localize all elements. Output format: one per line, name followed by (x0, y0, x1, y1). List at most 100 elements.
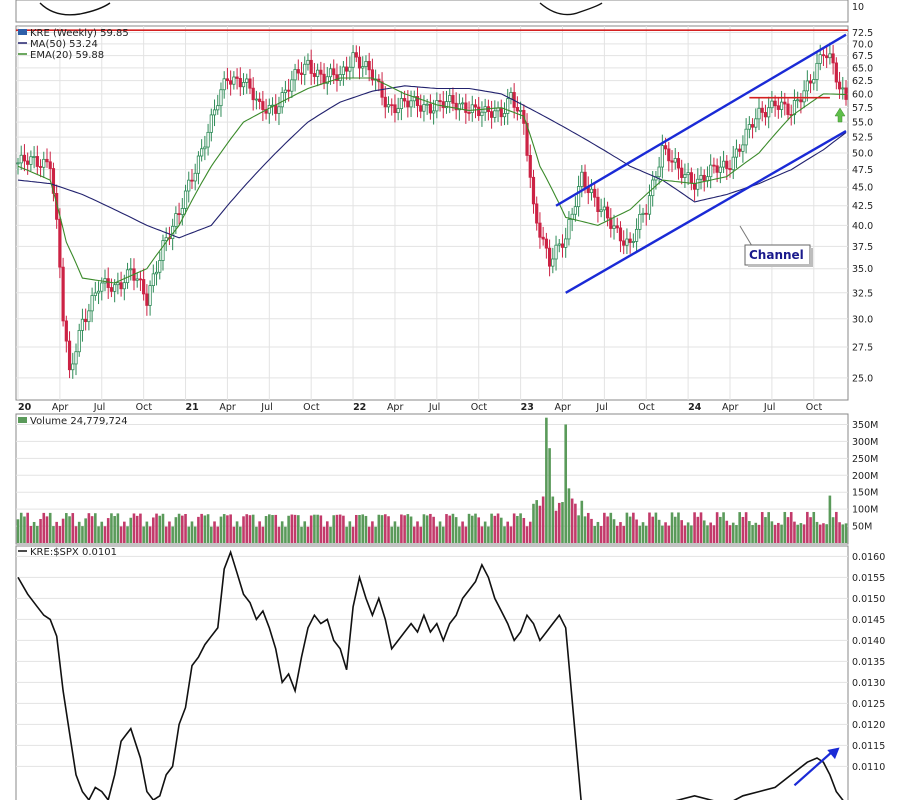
volume-bar (158, 515, 162, 543)
price-bar (22, 144, 27, 172)
price-bar-body (528, 155, 532, 178)
volume-bar (744, 512, 748, 543)
volume-bar (564, 424, 568, 543)
price-bar (680, 159, 684, 185)
price-bar-body (100, 282, 104, 292)
price-bar-body (541, 236, 545, 240)
volume-bar (396, 526, 400, 543)
price-bar-body (825, 55, 829, 59)
volume-bar (702, 520, 706, 543)
ratio-y-tick: 0.0115 (852, 741, 885, 752)
volume-bar (271, 515, 274, 543)
volume-bar (309, 515, 313, 543)
volume-bar (68, 516, 71, 543)
price-bar (293, 63, 297, 92)
volume-bar (831, 517, 835, 543)
price-bar (502, 102, 507, 126)
top-indicator-panel: 10 (15, 0, 864, 23)
volume-bar (625, 512, 629, 543)
volume-bar (815, 521, 819, 543)
price-bar (506, 88, 510, 125)
volume-bar (255, 526, 258, 543)
price-bar-body (744, 128, 748, 146)
volume-bar (171, 526, 174, 543)
price-bar-body (599, 209, 603, 213)
volume-bar (757, 524, 761, 543)
price-bar-body (580, 171, 584, 187)
price-bar (738, 144, 742, 157)
price-bar (776, 96, 780, 119)
price-bar-body (393, 104, 397, 114)
price-ohlc-bars (16, 42, 848, 379)
volume-bar (751, 525, 754, 543)
price-bar (196, 151, 201, 185)
price-bar (615, 217, 619, 234)
volume-bar (264, 516, 268, 543)
volume-bar (509, 526, 513, 543)
price-bar (290, 70, 294, 99)
price-bar (306, 53, 310, 71)
price-bar-body (390, 104, 394, 107)
price-bar-body (261, 101, 265, 110)
volume-bar (635, 519, 638, 543)
price-bar-body (200, 148, 204, 157)
volume-y-axis: 350M 300M 250M 200M 150M 100M 50M (852, 420, 878, 533)
price-bar-body (64, 320, 68, 342)
price-bar (225, 67, 230, 90)
price-bar-body (457, 103, 461, 111)
volume-bar (438, 521, 442, 543)
volume-bar (345, 526, 348, 543)
volume-bar (258, 521, 261, 543)
price-bar (148, 280, 152, 316)
volume-bar (74, 526, 78, 543)
price-bar-body (399, 98, 403, 109)
price-bar-body (354, 52, 358, 58)
ema20-line (17, 77, 847, 284)
price-bar-body (821, 54, 826, 57)
volume-bar (358, 514, 361, 543)
volume-bar (380, 515, 384, 543)
price-y-tick: 37.5 (852, 242, 873, 253)
price-bar (686, 162, 690, 185)
volume-bar (806, 511, 809, 543)
price-bar (844, 80, 848, 106)
price-bar-body (792, 100, 797, 116)
price-bar-body (464, 102, 468, 113)
volume-bar (760, 512, 764, 543)
price-bar (767, 96, 771, 129)
price-bar (35, 145, 39, 174)
price-bar (564, 227, 568, 258)
volume-bar (19, 512, 23, 543)
price-bar-body (357, 56, 362, 69)
volume-bar (670, 512, 674, 543)
price-bar-body (454, 102, 458, 111)
volume-bar (661, 525, 664, 543)
volume-bar (55, 521, 58, 543)
price-bar-body (48, 161, 52, 169)
price-bar-body (267, 105, 271, 114)
price-bar (644, 204, 648, 226)
price-bar (428, 94, 432, 120)
price-bar (386, 96, 391, 113)
price-bar (802, 80, 806, 109)
price-bar-body (538, 222, 542, 238)
price-bar (351, 45, 355, 79)
price-bar-body (96, 290, 101, 294)
price-bar (361, 56, 365, 78)
price-bar-body (103, 278, 107, 284)
volume-bar (799, 523, 803, 543)
volume-bar (835, 511, 838, 543)
volume-bar (796, 524, 799, 543)
price-bar-body (557, 243, 561, 246)
price-bar (335, 63, 339, 92)
price-bar-body (296, 69, 300, 74)
volume-bars (16, 417, 848, 543)
volume-bar (142, 526, 145, 543)
volume-bar (110, 513, 113, 543)
price-bar-body (667, 148, 671, 162)
volume-bar (235, 521, 239, 543)
price-y-tick: 57.5 (852, 103, 873, 114)
price-bar (245, 73, 249, 94)
price-bar (750, 118, 755, 139)
price-bar-body (499, 107, 503, 118)
